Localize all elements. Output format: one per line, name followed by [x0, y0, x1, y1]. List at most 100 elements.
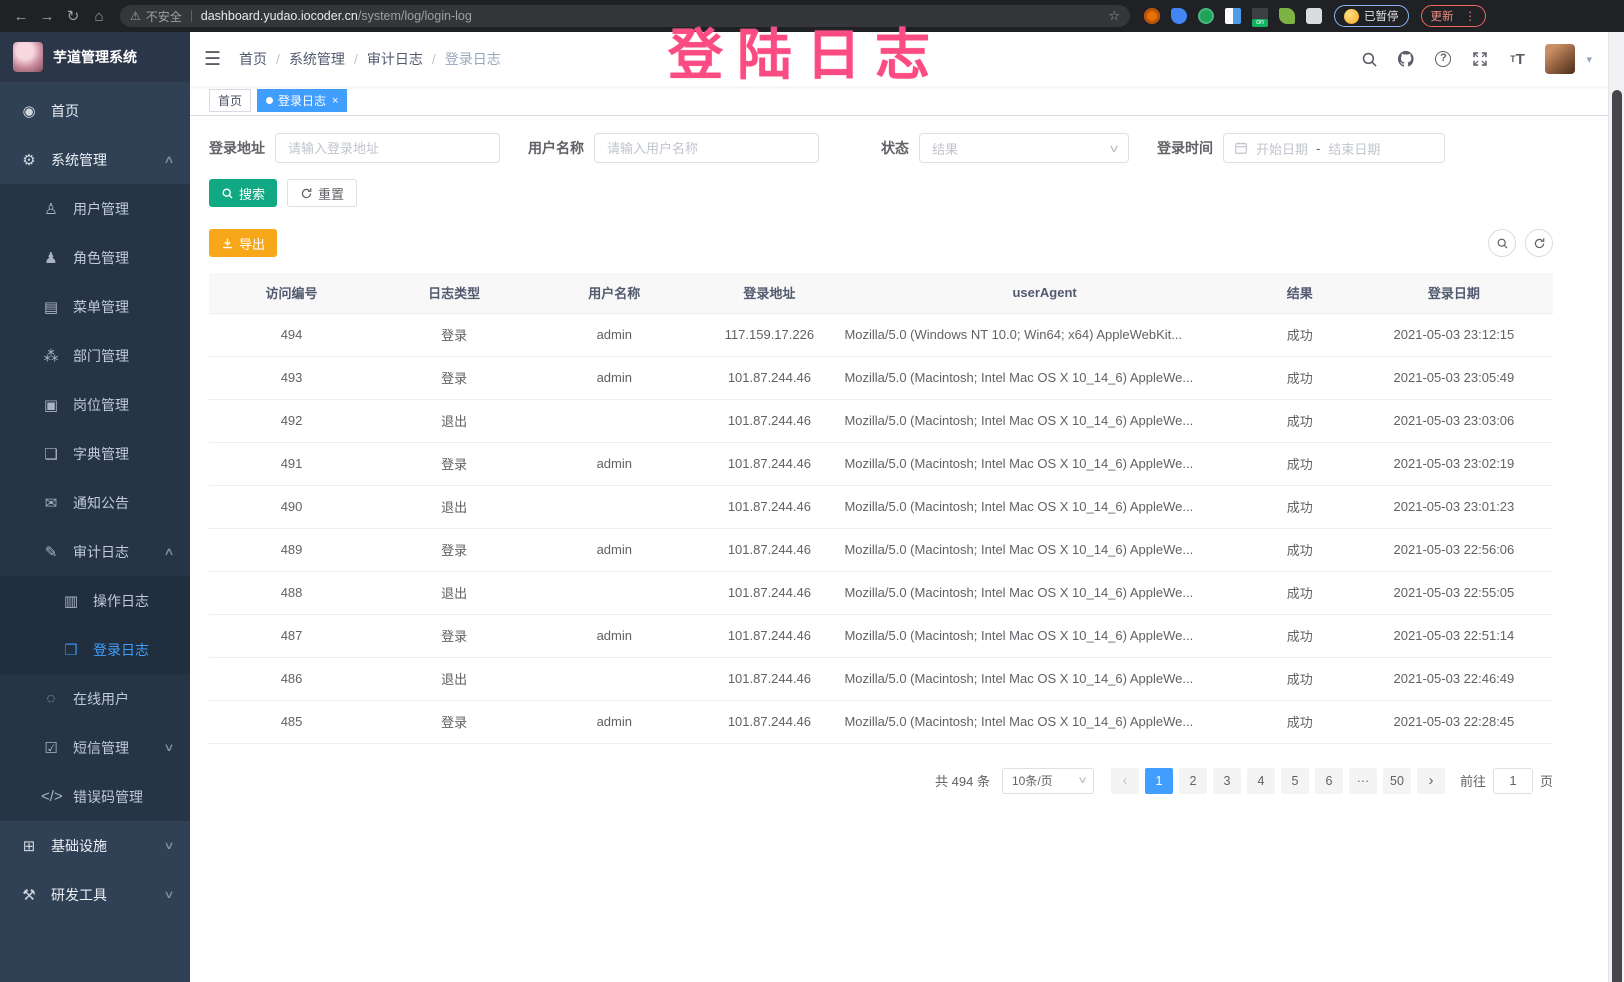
sidebar-item-3[interactable]: ♟ 角色管理 [0, 233, 190, 282]
page-button-50[interactable]: 50 [1382, 767, 1411, 794]
sidebar-item-14[interactable]: </> 错误码管理 [0, 772, 190, 821]
page-button-5[interactable]: 5 [1280, 767, 1309, 794]
breadcrumb-item[interactable]: 首页 [239, 51, 268, 67]
sidebar-item-10[interactable]: ▥ 操作日志 [0, 576, 190, 625]
user-avatar[interactable] [1545, 44, 1576, 74]
chevron-up-icon: ∧ [163, 546, 175, 558]
sidebar-item-12[interactable]: ◌ 在线用户 [0, 674, 190, 723]
table-row: 486 退出 101.87.244.46 Mozilla/5.0 (Macintosh… [209, 657, 1553, 701]
sidebar-item-4[interactable]: ▤ 菜单管理 [0, 282, 190, 331]
scrollbar-thumb[interactable] [1612, 90, 1622, 982]
export-button[interactable]: 导出 [209, 229, 278, 257]
status-select-placeholder: 结果 [932, 141, 959, 157]
home-icon[interactable]: ⌂ [94, 7, 104, 25]
table-cell: 2021-05-03 23:01:23 [1354, 485, 1553, 529]
table-row: 494 登录 admin 117.159.17.226 Mozilla/5.0 (Win… [209, 313, 1553, 357]
table-row: 487 登录 admin 101.87.244.46 Mozilla/5.0 (Maci… [209, 614, 1553, 658]
fullscreen-icon[interactable] [1471, 50, 1489, 68]
table-cell: 登录 [374, 614, 535, 658]
close-icon[interactable]: × [332, 94, 339, 107]
table-cell: 487 [209, 614, 375, 658]
page-button-1[interactable]: 1 [1144, 767, 1173, 794]
search-icon[interactable] [1360, 50, 1378, 68]
sidebar-item-label: 系统管理 [51, 151, 107, 168]
sidebar-item-label: 菜单管理 [73, 298, 129, 315]
date-range-picker[interactable]: 开始日期 - 结束日期 [1223, 133, 1445, 163]
sidebar-item-11[interactable]: ❒ 登录日志 [0, 625, 190, 674]
sidebar-item-8[interactable]: ✉ 通知公告 [0, 478, 190, 527]
extension-list-icon[interactable]: on [1252, 8, 1268, 27]
table-cell: 101.87.244.46 [694, 399, 845, 443]
search-button[interactable]: 搜索 [209, 179, 278, 207]
column-header: 登录日期 [1354, 273, 1553, 314]
prev-page-button[interactable]: ‹ [1110, 767, 1139, 794]
refresh-button[interactable] [1525, 229, 1553, 257]
update-chip[interactable]: 更新 ⋮ [1420, 5, 1486, 27]
sidebar-item-9[interactable]: ✎ 审计日志 ∧ [0, 527, 190, 576]
table-cell: 488 [209, 571, 375, 615]
page-ellipsis-button[interactable]: ··· [1348, 767, 1377, 794]
sidebar-item-7[interactable]: ❏ 字典管理 [0, 429, 190, 478]
reload-icon[interactable]: ↻ [66, 8, 80, 25]
sidebar-item-15[interactable]: ⊞ 基础设施 ∨ [0, 821, 190, 870]
bookmark-star-icon[interactable]: ☆ [1108, 8, 1120, 23]
username-input[interactable] [594, 133, 819, 163]
breadcrumb-item[interactable]: 审计日志 [366, 51, 423, 67]
kebab-menu-icon[interactable]: ⋮ [1464, 11, 1477, 23]
table-cell: 登录 [374, 528, 535, 572]
table-cell: 2021-05-03 22:55:05 [1354, 571, 1553, 615]
sidebar-item-2[interactable]: ♙ 用户管理 [0, 184, 190, 233]
page-size-select[interactable]: 10条/页 ∨ [1001, 767, 1094, 794]
column-header: 访问编号 [209, 273, 375, 314]
table-row: 492 退出 101.87.244.46 Mozilla/5.0 (Macintosh… [209, 399, 1553, 443]
back-icon[interactable]: ← [13, 7, 29, 25]
sidebar-item-label: 在线用户 [73, 690, 129, 707]
extension-blue-icon[interactable] [1171, 8, 1187, 24]
forward-icon[interactable]: → [39, 7, 55, 25]
table-cell: 成功 [1244, 614, 1355, 658]
sidebar-item-5[interactable]: ⁂ 部门管理 [0, 331, 190, 380]
table-cell: Mozilla/5.0 (Windows NT 10.0; Win64; x64… [844, 313, 1245, 357]
sidebar-item-1[interactable]: ⚙ 系统管理 ∧ [0, 135, 190, 184]
address-bar[interactable]: ⚠ 不安全 dashboard.yudao.iocoder.cn/system/… [120, 5, 1130, 27]
dictionary-icon: ❏ [44, 445, 58, 463]
status-select[interactable]: 结果 ∨ [919, 133, 1129, 163]
page-button-2[interactable]: 2 [1178, 767, 1207, 794]
jump-suffix-label: 页 [1539, 774, 1553, 789]
table-cell: 登录 [374, 442, 535, 486]
extension-grid-icon[interactable] [1225, 8, 1241, 24]
tag-1[interactable]: 登录日志 × [257, 89, 348, 112]
next-page-button[interactable]: › [1416, 767, 1445, 794]
app-logo[interactable]: 芋道管理系统 [0, 32, 190, 82]
hamburger-icon[interactable]: ☰ [204, 48, 222, 70]
table-cell: 494 [209, 313, 375, 357]
reset-button[interactable]: 重置 [287, 179, 358, 207]
help-icon[interactable]: ? [1434, 50, 1452, 68]
search-toggle-button[interactable] [1488, 229, 1516, 257]
tag-0[interactable]: 首页 [209, 89, 252, 112]
extension-orange-icon[interactable] [1144, 8, 1160, 24]
github-icon[interactable] [1397, 50, 1415, 68]
sidebar-item-6[interactable]: ▣ 岗位管理 [0, 380, 190, 429]
sidebar-item-0[interactable]: ◉ 首页 [0, 86, 190, 135]
page-button-6[interactable]: 6 [1314, 767, 1343, 794]
page-button-3[interactable]: 3 [1212, 767, 1241, 794]
table-cell: 2021-05-03 22:51:14 [1354, 614, 1553, 658]
filter-form: 登录地址 用户名称 状态 结果 ∨ 登录时间 开始日期 - 结束日期 [209, 133, 1553, 163]
page-button-4[interactable]: 4 [1246, 767, 1275, 794]
extension-green-icon[interactable] [1198, 8, 1214, 24]
sidebar-item-16[interactable]: ⚒ 研发工具 ∨ [0, 870, 190, 919]
table-cell [534, 399, 695, 443]
extensions-row: on [1144, 8, 1322, 27]
chevron-down-icon[interactable]: ▾ [1586, 53, 1592, 66]
table-row: 493 登录 admin 101.87.244.46 Mozilla/5.0 (Maci… [209, 356, 1553, 400]
extensions-puzzle-icon[interactable] [1306, 8, 1322, 24]
profile-paused-chip[interactable]: 已暂停 [1334, 5, 1409, 27]
page-jump-input[interactable] [1492, 767, 1533, 794]
breadcrumb-item[interactable]: 系统管理 [288, 51, 345, 67]
sidebar-item-13[interactable]: ☑ 短信管理 ∨ [0, 723, 190, 772]
login-address-input[interactable] [275, 133, 500, 163]
extension-leaf-icon[interactable] [1279, 8, 1295, 24]
